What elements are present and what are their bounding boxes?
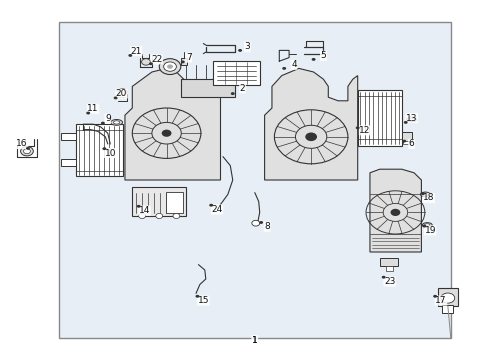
Circle shape: [167, 64, 173, 69]
Circle shape: [209, 204, 213, 207]
Circle shape: [173, 213, 180, 219]
Text: 20: 20: [116, 89, 127, 98]
Circle shape: [259, 221, 263, 224]
Circle shape: [312, 58, 316, 61]
Circle shape: [21, 147, 33, 156]
Ellipse shape: [422, 222, 432, 228]
Bar: [76, 124, 122, 176]
Circle shape: [196, 295, 199, 298]
Circle shape: [86, 112, 90, 114]
Circle shape: [356, 126, 360, 129]
Circle shape: [162, 130, 172, 137]
Circle shape: [282, 67, 286, 70]
Circle shape: [402, 140, 406, 143]
Text: 6: 6: [409, 139, 415, 148]
Circle shape: [391, 209, 400, 216]
Circle shape: [305, 132, 317, 141]
Bar: [181, 79, 235, 97]
Bar: [402, 132, 412, 142]
Text: 10: 10: [104, 149, 116, 158]
Text: 23: 23: [384, 277, 395, 286]
Text: 11: 11: [87, 104, 99, 113]
Text: 16: 16: [16, 139, 28, 148]
Text: 12: 12: [359, 126, 371, 135]
Text: 1: 1: [252, 336, 258, 345]
Circle shape: [137, 205, 141, 208]
Bar: [59, 22, 451, 338]
Text: 18: 18: [423, 194, 435, 202]
Bar: [358, 90, 402, 146]
Ellipse shape: [113, 121, 120, 124]
Polygon shape: [125, 68, 220, 180]
Text: 17: 17: [435, 296, 447, 305]
Text: 22: 22: [151, 55, 162, 64]
Circle shape: [149, 62, 153, 65]
Circle shape: [422, 225, 426, 228]
Circle shape: [114, 96, 118, 99]
Polygon shape: [370, 169, 421, 252]
Circle shape: [101, 122, 105, 125]
Text: 7: 7: [186, 53, 192, 62]
Circle shape: [231, 92, 235, 95]
Circle shape: [295, 125, 327, 148]
Circle shape: [421, 192, 425, 195]
Text: 8: 8: [264, 222, 270, 231]
Text: 5: 5: [320, 51, 326, 60]
Circle shape: [181, 60, 185, 63]
Circle shape: [382, 276, 386, 279]
Circle shape: [252, 220, 260, 226]
Circle shape: [238, 49, 242, 52]
Circle shape: [102, 147, 106, 150]
Text: 1: 1: [252, 336, 258, 345]
Text: 2: 2: [240, 84, 245, 93]
Text: 4: 4: [291, 60, 297, 69]
Text: 13: 13: [406, 113, 417, 122]
Circle shape: [164, 62, 176, 71]
Bar: [442, 305, 453, 313]
Circle shape: [441, 293, 455, 303]
Bar: [132, 187, 186, 216]
Ellipse shape: [424, 224, 430, 226]
Circle shape: [24, 149, 30, 154]
Circle shape: [433, 295, 437, 298]
Circle shape: [26, 147, 30, 150]
Text: 3: 3: [245, 42, 250, 51]
Ellipse shape: [409, 118, 414, 121]
Polygon shape: [265, 68, 358, 180]
Ellipse shape: [422, 193, 428, 196]
Text: 19: 19: [424, 226, 436, 235]
Bar: [181, 58, 187, 65]
Circle shape: [128, 54, 132, 57]
Text: 24: 24: [212, 205, 222, 214]
Circle shape: [383, 203, 408, 221]
Circle shape: [142, 59, 150, 65]
Text: 9: 9: [105, 114, 111, 123]
Text: 15: 15: [197, 296, 209, 305]
Bar: [61, 159, 76, 166]
Circle shape: [404, 121, 408, 124]
Ellipse shape: [111, 120, 122, 125]
Circle shape: [152, 122, 181, 144]
Bar: [403, 141, 411, 144]
Circle shape: [118, 89, 127, 95]
Text: 21: 21: [130, 46, 142, 55]
Circle shape: [156, 213, 163, 219]
Ellipse shape: [420, 192, 430, 197]
Ellipse shape: [407, 117, 416, 122]
Circle shape: [159, 59, 181, 75]
Bar: [61, 133, 76, 140]
Bar: [380, 258, 398, 266]
Bar: [438, 288, 458, 306]
Bar: [166, 192, 183, 213]
Text: 14: 14: [139, 206, 150, 215]
Circle shape: [139, 213, 146, 219]
Bar: [386, 266, 393, 271]
Bar: [213, 61, 260, 85]
